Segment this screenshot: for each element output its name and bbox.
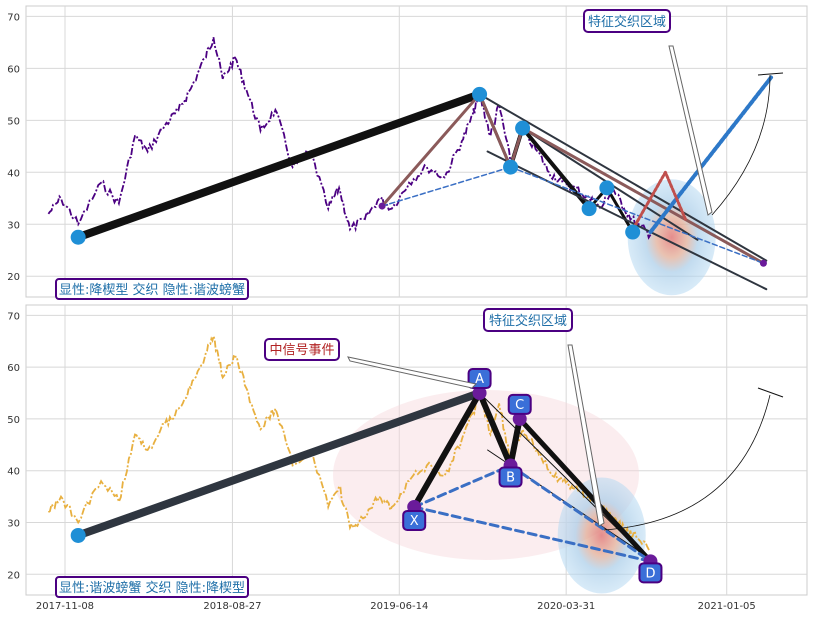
y-tick-label-30: 30 bbox=[7, 220, 20, 231]
y-tick-label-30: 30 bbox=[7, 519, 20, 530]
bottom-pattern-lines bbox=[74, 389, 653, 564]
bottom-interweave-zone bbox=[557, 477, 646, 594]
bottom-event-text: 中信号事件 bbox=[269, 343, 334, 358]
bottom-price-line bbox=[47, 332, 652, 552]
top-price-line bbox=[47, 37, 652, 240]
y-tick-label-60: 60 bbox=[7, 64, 20, 75]
pivot-point-6 bbox=[625, 224, 641, 240]
pattern-line-XA bbox=[74, 90, 484, 242]
pivot-label-B: B bbox=[506, 471, 515, 486]
pivot-point-1 bbox=[472, 86, 488, 102]
bottom-panel: 20 30 40 50 60 70 2017-11-08 2018-08-27 2019-06… bbox=[7, 304, 808, 612]
pivot-point-2 bbox=[503, 159, 519, 175]
bottom-callout-box bbox=[483, 308, 573, 332]
bottom-pivot-labels: X A B C D bbox=[70, 368, 663, 584]
pattern-line-lower-wedge bbox=[486, 150, 768, 291]
small-pivot-0 bbox=[378, 202, 386, 210]
pivot-label-X: X bbox=[410, 514, 419, 529]
bottom-callout-text: 特征交织区域 bbox=[489, 313, 567, 329]
bottom-x-tick-labels: 2017-11-08 2018-08-27 2019-06-14 2020-03-31… bbox=[36, 601, 756, 612]
pivot-label-C: C bbox=[515, 398, 524, 413]
bottom-event-arrow bbox=[347, 356, 478, 389]
pivot-label-box-D bbox=[638, 562, 663, 584]
pivot-label-box-X bbox=[402, 509, 427, 531]
top-curve-arrow bbox=[711, 74, 771, 216]
pattern-line-X-A bbox=[411, 390, 483, 510]
pattern-line-B-D bbox=[509, 464, 652, 563]
y-tick-label-40: 40 bbox=[7, 168, 20, 179]
top-callout-text: 特征交织区域 bbox=[588, 14, 666, 30]
pattern-line-harm-CD bbox=[521, 126, 765, 265]
top-callout-box bbox=[583, 9, 671, 33]
pivot-point-4 bbox=[581, 201, 597, 217]
bottom-callout: 特征交织区域 bbox=[483, 308, 605, 527]
top-curve-cap bbox=[757, 72, 784, 76]
x-tick-label-0: 2017-11-08 bbox=[36, 601, 94, 612]
y-tick-label-60: 60 bbox=[7, 363, 20, 374]
x-tick-label-1: 2018-08-27 bbox=[203, 601, 261, 612]
top-y-tick-labels: 20 30 40 50 60 70 bbox=[7, 12, 20, 283]
pivot-label-box-C bbox=[507, 393, 532, 415]
pattern-line-harm-BD bbox=[509, 166, 765, 264]
y-tick-label-20: 20 bbox=[7, 272, 20, 283]
x-tick-label-2: 2019-06-14 bbox=[370, 601, 428, 612]
zone-ellipse bbox=[627, 179, 716, 296]
x-tick-label-4: 2021-01-05 bbox=[698, 601, 756, 612]
top-callout-arrow bbox=[668, 45, 713, 216]
y-tick-label-70: 70 bbox=[7, 12, 20, 23]
pivot-dot-A bbox=[472, 386, 487, 401]
start-point bbox=[70, 527, 86, 543]
y-tick-label-40: 40 bbox=[7, 467, 20, 478]
pattern-line-signal-up bbox=[648, 74, 774, 234]
bottom-bottom-label: 显性:谐波螃蟹 交织 隐性:降楔型 bbox=[55, 576, 249, 598]
y-tick-label-20: 20 bbox=[7, 570, 20, 581]
bottom-event-box bbox=[264, 338, 340, 361]
bottom-bottom-label-box bbox=[55, 576, 249, 598]
pivot-point-0 bbox=[70, 229, 86, 245]
small-pivot-1 bbox=[759, 259, 767, 267]
bottom-plot-frame bbox=[25, 304, 808, 596]
pattern-line-harm-XA bbox=[380, 92, 482, 208]
top-callout: 特征交织区域 bbox=[583, 9, 713, 216]
x-tick-label-3: 2020-03-31 bbox=[537, 601, 595, 612]
bottom-curve-cap bbox=[757, 387, 784, 398]
pattern-line-harm-XB bbox=[381, 166, 512, 207]
top-bottom-label-box bbox=[55, 278, 249, 300]
price-series bbox=[47, 332, 652, 552]
y-tick-label-50: 50 bbox=[7, 116, 20, 127]
y-tick-label-70: 70 bbox=[7, 311, 20, 322]
bottom-callout-arrow bbox=[567, 344, 605, 527]
pattern-line-rebound bbox=[628, 170, 687, 237]
top-panel: 20 30 40 50 60 70 特征交织区域 显性:降楔型 交织 隐性:谐波螃蟹 bbox=[7, 5, 808, 300]
bottom-event: 中信号事件 bbox=[264, 338, 478, 389]
pivot-label-box-B bbox=[498, 466, 523, 488]
pattern-line-harm-AB bbox=[478, 92, 512, 169]
pattern-line-X-D bbox=[412, 505, 652, 563]
bottom-y-tick-labels: 20 30 40 50 60 70 bbox=[7, 311, 20, 581]
bottom-curve-arrow bbox=[603, 394, 771, 531]
pivot-point-3 bbox=[515, 120, 531, 136]
top-interweave-zone bbox=[627, 179, 716, 296]
pattern-line-C-D bbox=[517, 416, 653, 564]
pattern-line-A-D bbox=[479, 392, 651, 562]
price-series bbox=[47, 37, 652, 240]
pattern-line-B-C bbox=[507, 415, 523, 469]
top-pivot-points bbox=[70, 86, 767, 267]
zone-ellipse bbox=[557, 477, 646, 594]
pattern-line-A-B bbox=[476, 390, 514, 469]
pattern-line-X-B bbox=[412, 464, 512, 509]
top-bottom-label-text: 显性:降楔型 交织 隐性:谐波螃蟹 bbox=[59, 282, 245, 298]
bottom-bottom-label-text: 显性:谐波螃蟹 交织 隐性:降楔型 bbox=[59, 580, 245, 596]
pattern-line-XA-main bbox=[74, 389, 484, 540]
pivot-label-D: D bbox=[645, 566, 655, 581]
pivot-dot-C bbox=[512, 411, 527, 426]
pivot-label-A: A bbox=[475, 372, 484, 387]
y-tick-label-50: 50 bbox=[7, 415, 20, 426]
pattern-line-D2 bbox=[605, 186, 635, 234]
pivot-point-5 bbox=[599, 180, 615, 196]
pattern-line-upper-wedge bbox=[478, 93, 768, 262]
top-bottom-label: 显性:降楔型 交织 隐性:谐波螃蟹 bbox=[55, 278, 249, 300]
